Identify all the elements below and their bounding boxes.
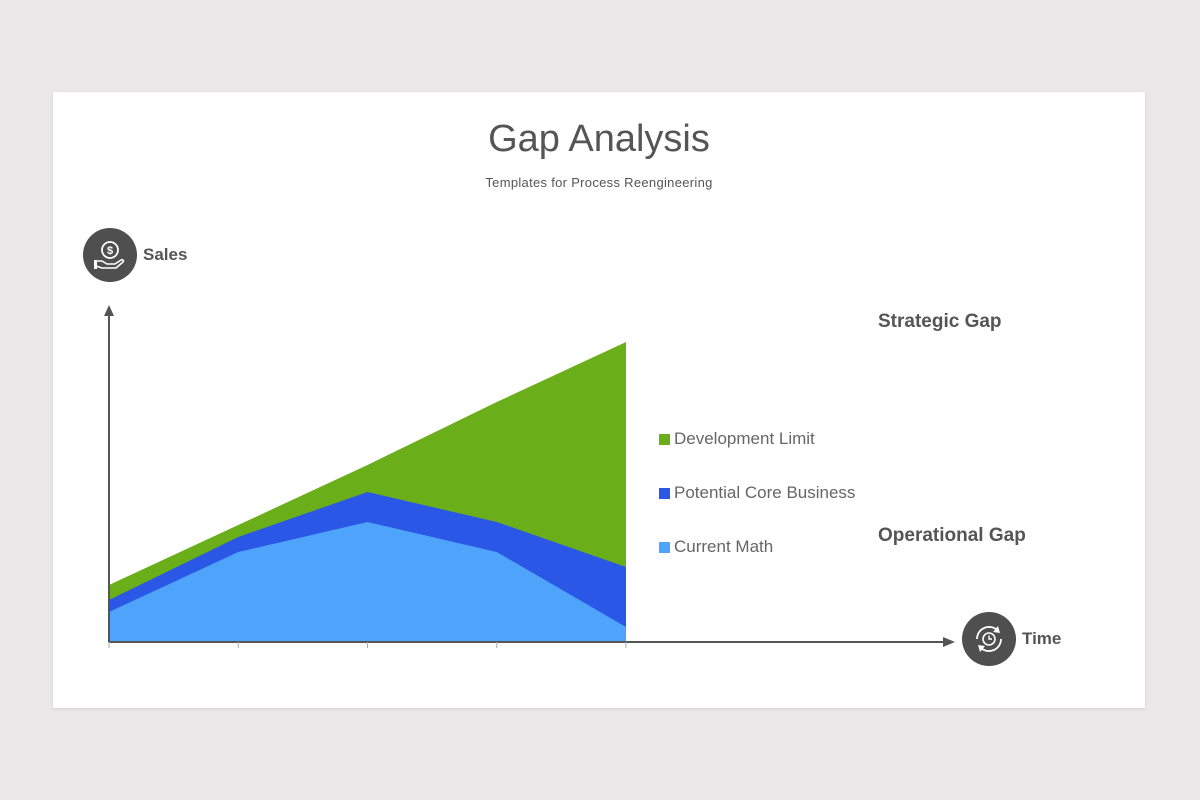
page-subtitle: Templates for Process Reengineering [485,175,713,190]
money-hand-icon: $ [83,228,137,282]
x-axis-arrow [943,637,955,647]
x-axis-label: Time [1022,629,1062,648]
svg-text:$: $ [107,245,113,257]
legend-item-potential-core-business: Potential Core Business [659,483,855,503]
gap-analysis-chart [104,305,955,648]
y-axis-label: Sales [143,245,188,264]
area-series-current-math [109,522,626,642]
page-title: Gap Analysis [488,118,710,160]
slide: Gap Analysis Templates for Process Reeng… [53,92,1145,708]
chart-areas [109,342,626,642]
y-axis-arrow [104,305,114,316]
legend-swatch [659,433,670,445]
legend-label: Current Math [674,537,774,556]
legend-item-current-math: Current Math [659,537,773,557]
chart-axes [104,305,955,647]
legend-swatch [659,487,670,499]
clock-cycle-icon [962,612,1016,666]
operational-gap-label: Operational Gap [878,525,1026,546]
legend-label: Development Limit [674,429,815,448]
x-axis-ticks [108,642,627,648]
legend-label: Potential Core Business [674,483,856,502]
legend-swatch [659,541,670,553]
strategic-gap-label: Strategic Gap [878,311,1002,332]
legend-item-development-limit: Development Limit [659,429,815,449]
